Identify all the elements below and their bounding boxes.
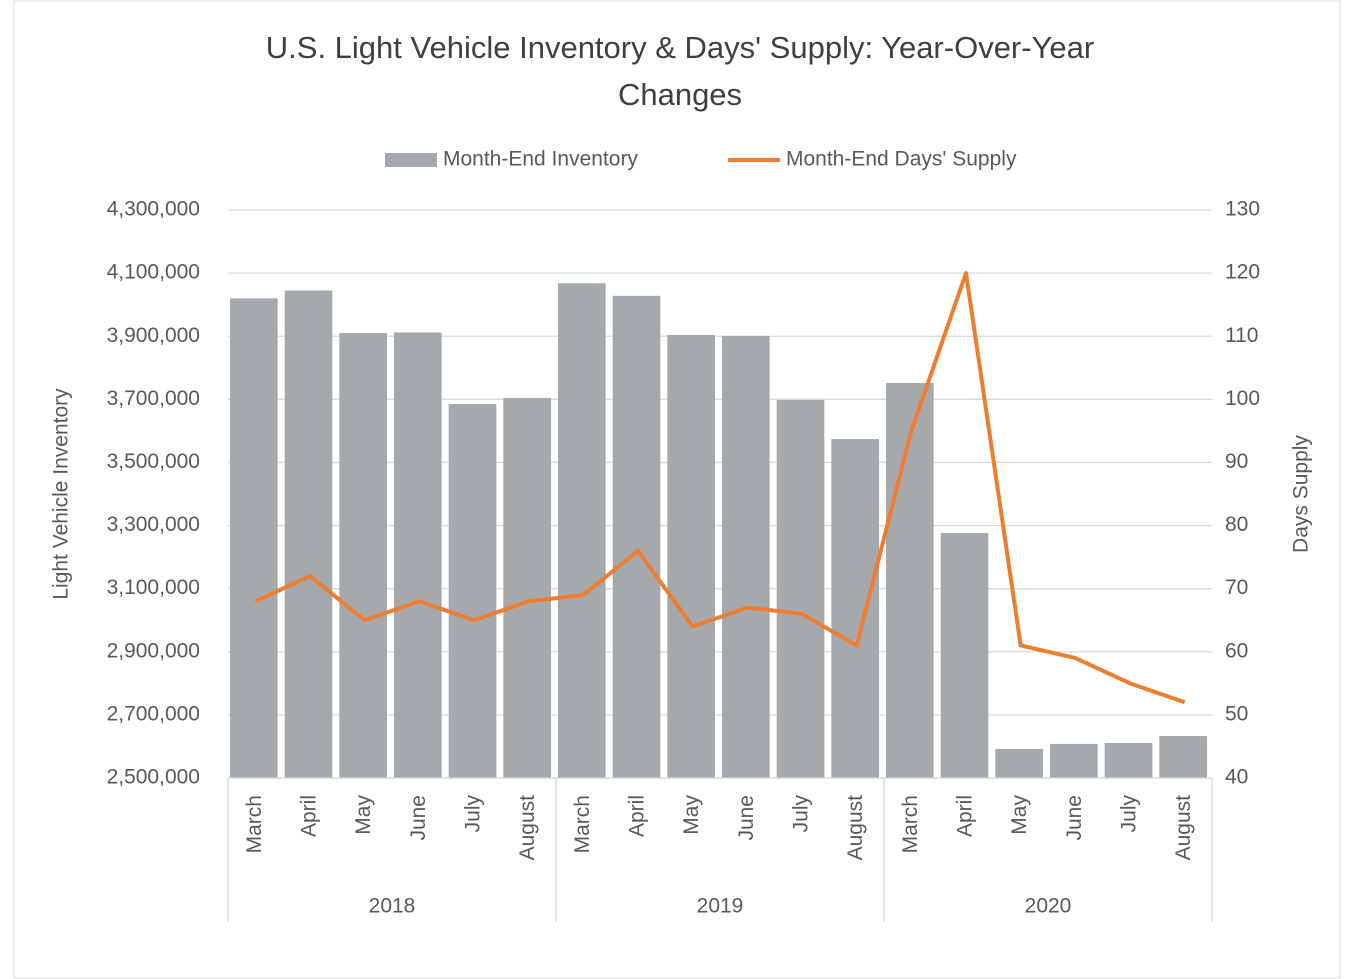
x-tick-label: June (407, 795, 430, 841)
x-tick-label: June (735, 795, 758, 841)
x-tick-label: March (243, 795, 266, 853)
group-label: 2018 (369, 895, 416, 918)
x-tick-label: March (571, 795, 594, 853)
y-tick-label: 3,100,000 (107, 576, 200, 599)
y-tick-label: 3,900,000 (107, 324, 200, 347)
x-tick-label: August (844, 795, 867, 861)
bar (722, 335, 770, 778)
y-tick-label: 2,700,000 (107, 702, 200, 725)
legend-swatch (385, 153, 437, 167)
bar (284, 290, 333, 778)
y2-tick-label: 40 (1225, 766, 1248, 789)
x-tick-label: April (626, 795, 649, 837)
bar (448, 404, 497, 778)
x-tick-label: August (1172, 795, 1195, 861)
y2-axis-title: Days Supply (1290, 435, 1313, 553)
y-tick-label: 3,500,000 (107, 450, 200, 473)
legend-label: Month-End Days' Supply (786, 148, 1017, 171)
y2-tick-label: 60 (1225, 639, 1248, 662)
y2-tick-label: 50 (1225, 702, 1248, 725)
bar (995, 748, 1043, 778)
group-label: 2019 (697, 895, 744, 918)
y-tick-label: 4,100,000 (107, 261, 200, 284)
bar (394, 332, 442, 778)
bar (230, 298, 278, 778)
y2-tick-label: 110 (1225, 324, 1258, 347)
y-axis-title: Light Vehicle Inventory (50, 388, 73, 600)
y2-tick-label: 70 (1225, 576, 1248, 599)
x-tick-label: June (1063, 795, 1086, 841)
y2-tick-label: 120 (1225, 261, 1260, 284)
x-tick-label: July (790, 795, 813, 833)
bar (940, 533, 989, 778)
y-tick-label: 2,900,000 (107, 639, 200, 662)
bar (339, 333, 387, 778)
x-tick-label: May (352, 795, 375, 835)
y2-tick-label: 100 (1225, 387, 1260, 410)
bar (1159, 736, 1207, 778)
bar (1104, 742, 1153, 778)
y2-tick-label: 80 (1225, 513, 1248, 536)
bar (831, 439, 879, 778)
y2-tick-label: 130 (1225, 198, 1260, 221)
x-tick-label: August (516, 795, 539, 861)
line-series (254, 271, 1186, 705)
x-tick-label: May (680, 795, 703, 835)
x-tick-label: April (954, 795, 977, 837)
x-tick-label: March (899, 795, 922, 853)
bar (667, 334, 715, 778)
y-tick-label: 3,700,000 (107, 387, 200, 410)
bar (1050, 743, 1098, 778)
chart-title: U.S. Light Vehicle Inventory & Days' Sup… (266, 30, 1094, 112)
x-tick-label: April (298, 795, 321, 837)
y-tick-label: 3,300,000 (107, 513, 200, 536)
legend-label: Month-End Inventory (443, 148, 638, 171)
bar (886, 382, 934, 778)
x-tick-label: May (1008, 795, 1031, 835)
x-tick-label: July (462, 795, 485, 833)
bar (776, 399, 825, 778)
y2-tick-label: 90 (1225, 450, 1248, 473)
bar (503, 398, 551, 778)
bar (558, 283, 606, 778)
group-label: 2020 (1025, 895, 1072, 918)
y-tick-label: 2,500,000 (107, 766, 200, 789)
y-tick-label: 4,300,000 (107, 198, 200, 221)
x-tick-label: July (1118, 795, 1141, 833)
bar (612, 295, 661, 778)
